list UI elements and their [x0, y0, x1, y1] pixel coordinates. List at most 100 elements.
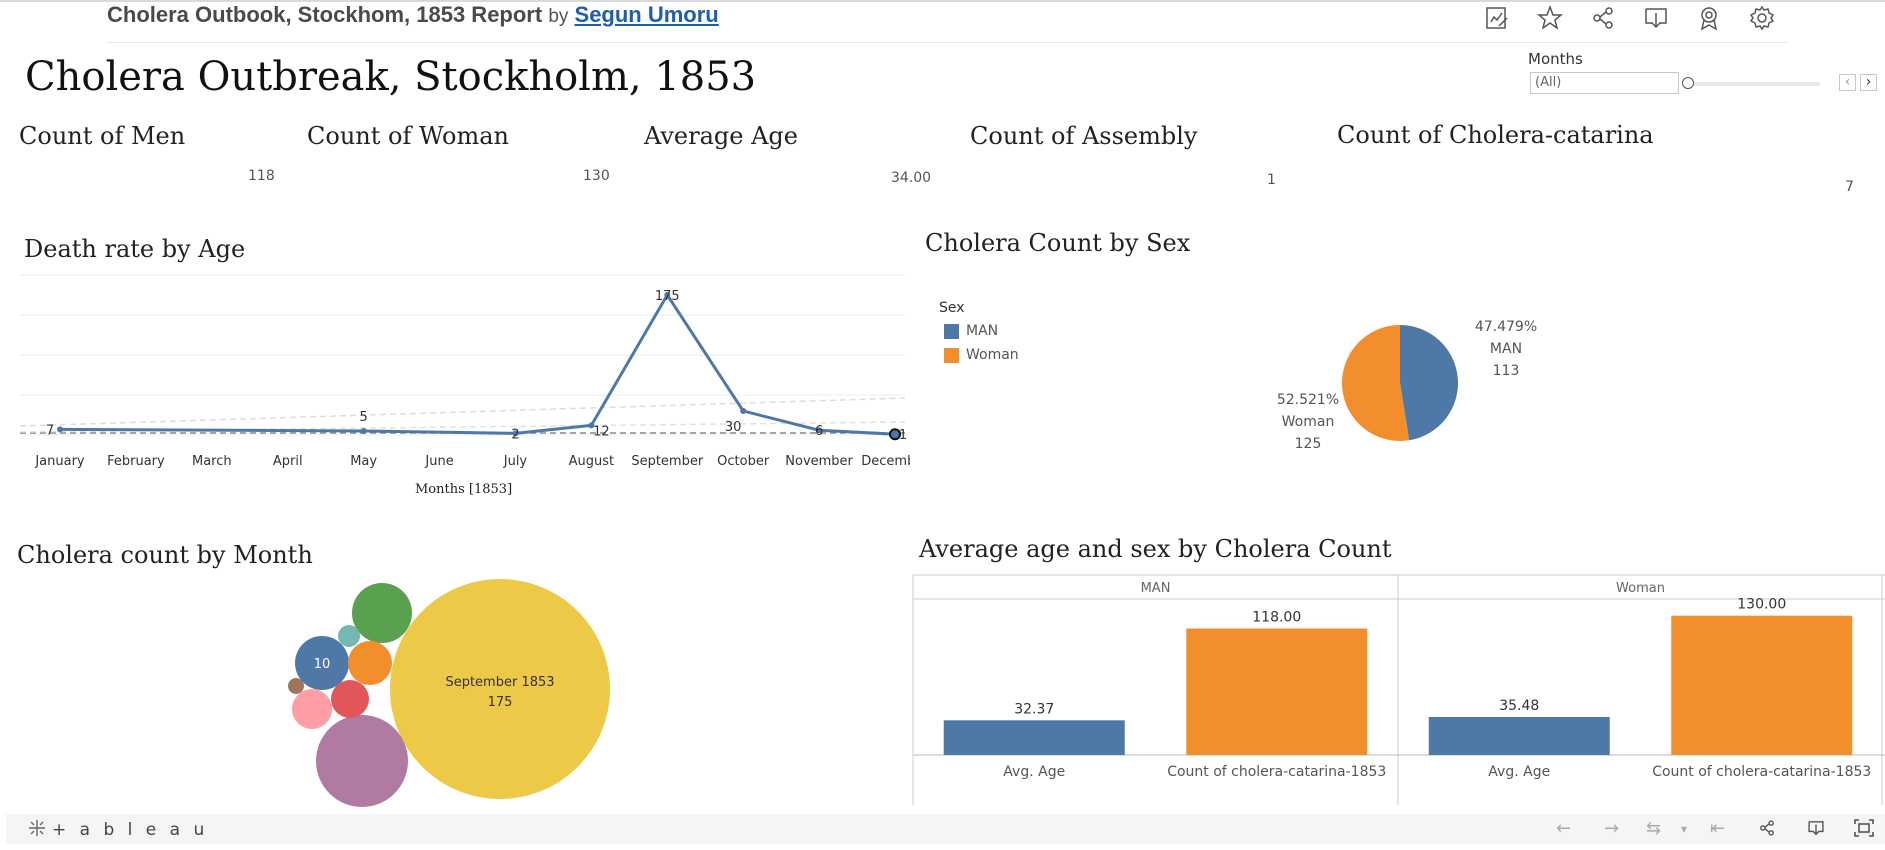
- x-tick-label: November: [785, 454, 853, 469]
- badge-icon[interactable]: [1695, 4, 1723, 32]
- filter-prev-button[interactable]: ‹: [1839, 74, 1856, 91]
- bubble-month[interactable]: [295, 636, 349, 690]
- bubble-small-label: 10: [314, 657, 331, 672]
- share-icon[interactable]: [1589, 4, 1617, 32]
- point-label: 7: [46, 423, 54, 438]
- bubble-september-value: 175: [488, 695, 513, 710]
- panel-header: MAN: [1141, 581, 1171, 596]
- pie-label-man-pct: 47.479%: [1474, 319, 1538, 335]
- death-rate-xlabel: Months [1853]: [415, 482, 513, 497]
- pie-slice-man[interactable]: [1400, 325, 1458, 441]
- tableau-logo-icon[interactable]: [28, 819, 46, 837]
- data-point[interactable]: [816, 427, 823, 434]
- bubble-september[interactable]: [390, 579, 610, 799]
- kpi-assembly-value: 1: [1267, 172, 1276, 188]
- x-tick-label: December: [861, 454, 910, 469]
- pie-slice-woman[interactable]: [1342, 325, 1410, 441]
- header-divider: [107, 42, 1787, 43]
- bar-title: Average age and sex by Cholera Count: [919, 535, 1392, 563]
- kpi-catarina-value: 7: [1845, 179, 1854, 195]
- months-filter-label: Months: [1528, 50, 1583, 68]
- dashboard-title: Cholera Outbreak, Stockholm, 1853: [25, 54, 757, 100]
- undo-icon[interactable]: ←: [1556, 818, 1572, 839]
- data-point[interactable]: [664, 292, 671, 298]
- pie-label-woman: 52.521% Woman 125: [1258, 389, 1358, 455]
- dropdown-icon[interactable]: ▾: [1681, 822, 1688, 836]
- share-footer-icon[interactable]: [1758, 819, 1776, 841]
- months-slider-handle[interactable]: [1682, 77, 1694, 89]
- bar-category-label: Avg. Age: [1488, 764, 1550, 780]
- legend-label-woman: Woman: [966, 347, 1019, 363]
- pie-label-man-count: 113: [1492, 363, 1520, 379]
- kpi-age-title: Average Age: [644, 122, 798, 150]
- trend-line: [19, 397, 906, 427]
- x-tick-label: March: [192, 454, 232, 469]
- pie-legend-title: Sex: [939, 300, 965, 316]
- data-point[interactable]: [740, 408, 747, 414]
- series-line: [59, 292, 896, 436]
- report-title: Cholera Outbook, Stockhom, 1853 Report b…: [107, 2, 719, 28]
- bar[interactable]: [1671, 615, 1853, 755]
- death-rate-title: Death rate by Age: [24, 235, 246, 263]
- x-tick-label: September: [631, 454, 704, 469]
- kpi-age-value: 34.00: [891, 170, 932, 186]
- pie-label-woman-count: 125: [1294, 436, 1322, 452]
- bar[interactable]: [943, 720, 1125, 755]
- pie-chart: [1342, 325, 1458, 441]
- bubble-month[interactable]: [352, 583, 412, 643]
- months-slider-track[interactable]: [1690, 82, 1820, 86]
- point-label: 2: [511, 427, 519, 442]
- report-header: [0, 0, 1885, 46]
- point-label: 175: [655, 289, 680, 304]
- gear-icon[interactable]: [1748, 4, 1776, 32]
- x-tick-label: January: [34, 454, 85, 469]
- star-icon[interactable]: [1536, 4, 1564, 32]
- report-by: by: [548, 6, 569, 27]
- kpi-woman-value: 130: [583, 168, 610, 184]
- fullscreen-icon[interactable]: [1854, 819, 1874, 841]
- bubble-title: Cholera count by Month: [17, 541, 313, 569]
- x-tick-label: June: [424, 454, 453, 469]
- bar-value-label: 130.00: [1737, 597, 1786, 613]
- bubble-month[interactable]: [348, 641, 392, 685]
- tableau-logo[interactable]: + a b l e a u: [52, 820, 209, 840]
- bar-value-label: 32.37: [1014, 701, 1054, 717]
- author-link[interactable]: Segun Umoru: [574, 2, 719, 27]
- x-tick-label: February: [107, 454, 165, 469]
- point-label: 5: [359, 410, 367, 425]
- revert-icon[interactable]: ⇆: [1646, 818, 1662, 839]
- redo-icon[interactable]: →: [1604, 818, 1620, 839]
- kpi-assembly-title: Count of Assembly: [970, 122, 1198, 150]
- point-label: 12: [593, 424, 610, 439]
- bubble-month[interactable]: [316, 715, 408, 807]
- trend-line: [19, 421, 906, 433]
- legend-label-man: MAN: [966, 323, 999, 339]
- data-point[interactable]: [588, 422, 595, 429]
- bar-value-label: 118.00: [1252, 610, 1301, 626]
- bubble-september-label: September 1853: [445, 675, 554, 690]
- download-icon[interactable]: [1642, 4, 1670, 32]
- edit-icon[interactable]: [1483, 4, 1511, 32]
- bar[interactable]: [1428, 716, 1610, 755]
- download-footer-icon[interactable]: [1806, 819, 1826, 841]
- bubble-month[interactable]: [331, 680, 369, 718]
- months-filter-input[interactable]: (All): [1530, 72, 1679, 94]
- kpi-catarina-title: Count of Cholera-catarina: [1337, 121, 1654, 149]
- data-point[interactable]: [512, 430, 519, 437]
- data-point[interactable]: [360, 428, 367, 434]
- reset-icon[interactable]: ⇤: [1710, 818, 1726, 839]
- point-label: 6: [815, 424, 823, 439]
- bar-category-label: Count of cholera-catarina-1853: [1652, 764, 1871, 780]
- bar[interactable]: [1186, 628, 1368, 755]
- kpi-men-value: 118: [248, 168, 275, 184]
- x-tick-label: May: [350, 454, 377, 469]
- filter-next-button[interactable]: ›: [1860, 74, 1877, 91]
- data-point[interactable]: [57, 426, 63, 433]
- bubble-chart: September 1853 175 10: [288, 579, 610, 807]
- data-point[interactable]: [889, 428, 901, 441]
- point-label: 1: [899, 428, 907, 443]
- bubble-month[interactable]: [292, 689, 332, 729]
- bubble-month[interactable]: [338, 625, 360, 647]
- bubble-month[interactable]: [288, 678, 304, 694]
- bar-value-label: 35.48: [1499, 698, 1539, 714]
